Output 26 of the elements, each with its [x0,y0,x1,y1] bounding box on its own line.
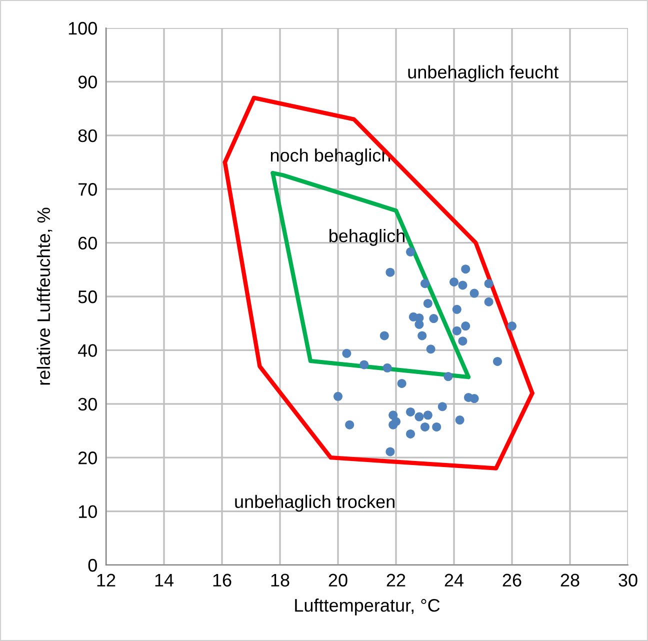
x-tick-label: 22 [386,574,406,586]
x-tick-label: 26 [502,574,522,587]
y-tick-label: 100 [68,22,97,35]
y-tick-label: 90 [78,76,97,88]
x-tick-label: 16 [213,574,232,587]
x-tick-label: 28 [560,574,580,587]
y-tick-label: 50 [78,290,97,304]
y-axis-title: relative Luftfeuchte, % [36,208,52,385]
x-axis-title: Lufttemperatur, °C [295,598,440,616]
y-tick-label: 10 [78,505,97,518]
y-tick-label: 80 [78,129,97,142]
x-tick-label: 24 [444,574,464,586]
y-tick-label: 30 [78,398,97,411]
y-tick-label: 70 [78,183,97,196]
y-tick-label: 0 [88,558,97,572]
x-tick-label: 20 [328,574,348,587]
y-tick-label: 20 [78,452,97,464]
x-tick-label: 30 [618,574,638,587]
x-tick-label: 14 [155,574,174,586]
annotation: behaglich [330,229,404,246]
y-tick-label: 40 [78,344,97,357]
annotation: unbehaglich trocken [235,494,394,512]
x-tick-label: 12 [97,574,116,586]
annotation: unbehaglich feucht [408,65,559,82]
x-tick-label: 18 [271,574,290,587]
y-tick-label: 60 [78,236,97,250]
